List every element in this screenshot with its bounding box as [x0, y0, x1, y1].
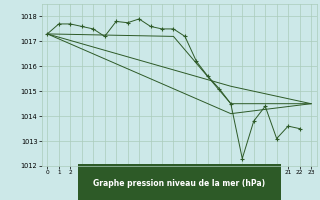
X-axis label: Graphe pression niveau de la mer (hPa): Graphe pression niveau de la mer (hPa)	[93, 179, 265, 188]
